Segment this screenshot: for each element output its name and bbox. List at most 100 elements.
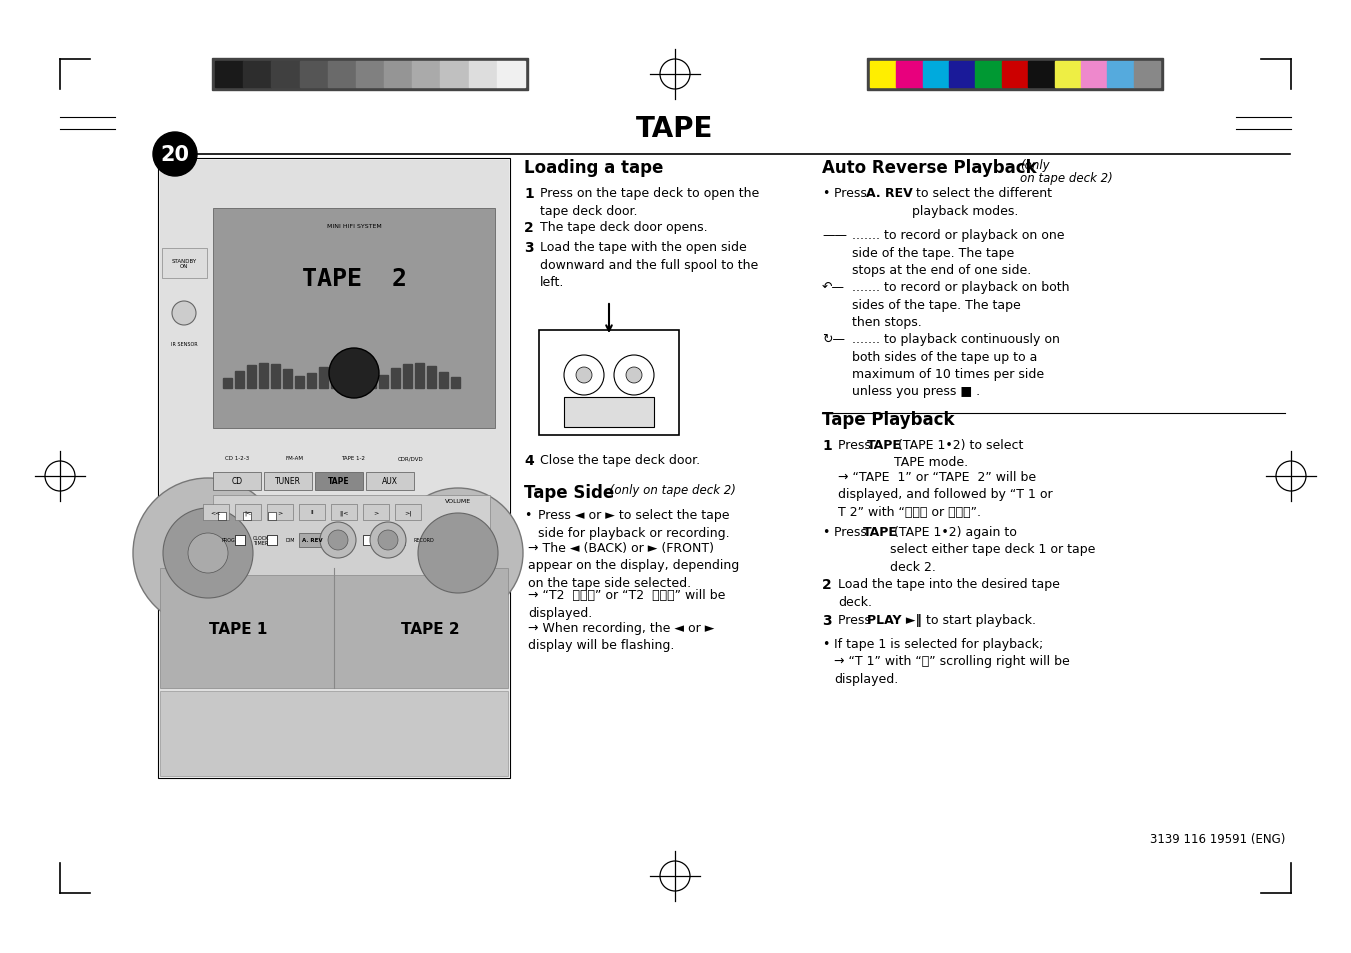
Text: TAPE: TAPE [863, 525, 898, 538]
Bar [366, 473, 413, 491]
Text: FM-AM: FM-AM [286, 456, 304, 461]
Text: ↻—: ↻— [821, 333, 844, 346]
Text: → The ◄ (BACK) or ► (FRONT)
appear on the display, depending
on the tape side se: → The ◄ (BACK) or ► (FRONT) appear on th… [528, 541, 739, 589]
Bar [1081, 62, 1108, 88]
Bar [263, 473, 312, 491]
Circle shape [613, 355, 654, 395]
Bar [218, 513, 226, 520]
Bar [427, 367, 436, 389]
Circle shape [188, 534, 228, 574]
Bar [497, 62, 526, 88]
Bar [1055, 62, 1081, 88]
Text: Tape Side: Tape Side [524, 483, 615, 501]
Text: IR SENSOR: IR SENSOR [170, 341, 197, 346]
Text: ——: —— [821, 229, 847, 242]
Circle shape [172, 302, 196, 326]
Text: PLAY ►‖: PLAY ►‖ [867, 614, 921, 626]
Bar [213, 496, 490, 576]
Bar [331, 534, 353, 547]
Bar [203, 504, 230, 520]
Text: TAPE 1: TAPE 1 [209, 620, 267, 636]
Bar [440, 62, 469, 88]
Text: 2: 2 [524, 221, 534, 234]
Bar [1002, 62, 1028, 88]
Bar [235, 372, 245, 389]
Text: STANDBY
ON: STANDBY ON [172, 258, 196, 269]
Text: <<: << [211, 510, 222, 515]
Text: MINI HIFI SYSTEM: MINI HIFI SYSTEM [327, 224, 381, 229]
Text: ....... to record or playback on both
sides of the tape. The tape
then stops.: ....... to record or playback on both si… [852, 281, 1070, 329]
Text: → When recording, the ◄ or ►
display will be flashing.: → When recording, the ◄ or ► display wil… [528, 621, 715, 652]
Bar [235, 504, 261, 520]
Text: Press: Press [834, 187, 871, 200]
Bar [213, 473, 261, 491]
Text: Press: Press [834, 525, 871, 538]
Bar [975, 62, 1002, 88]
Text: 1: 1 [524, 187, 534, 201]
Circle shape [330, 349, 380, 398]
Bar [355, 368, 363, 389]
Text: >: > [277, 510, 282, 515]
Bar [307, 374, 316, 389]
Circle shape [163, 509, 253, 598]
Circle shape [378, 531, 399, 551]
Bar [367, 375, 376, 389]
Text: (only: (only [1020, 159, 1050, 172]
Bar [331, 364, 340, 389]
Text: TAPE: TAPE [867, 438, 902, 452]
Circle shape [132, 478, 282, 628]
Circle shape [563, 355, 604, 395]
Text: ||<: ||< [339, 510, 349, 516]
Bar [315, 473, 363, 491]
Text: The tape deck door opens.: The tape deck door opens. [540, 221, 708, 233]
Bar [272, 365, 280, 389]
Bar [299, 504, 326, 520]
Text: PROG: PROG [222, 537, 235, 543]
Bar [159, 568, 508, 688]
Text: Press on the tape deck to open the
tape deck door.: Press on the tape deck to open the tape … [540, 187, 759, 217]
Text: •: • [524, 509, 531, 521]
Text: A. REV: A. REV [866, 187, 913, 200]
Text: •: • [821, 187, 830, 200]
Text: ....... to record or playback on one
side of the tape. The tape
stops at the end: ....... to record or playback on one sid… [852, 229, 1065, 276]
Bar [259, 364, 267, 389]
Bar [384, 62, 412, 88]
Bar [1133, 62, 1161, 88]
Text: AUX: AUX [382, 477, 399, 486]
Text: Load the tape with the open side
downward and the full spool to the
left.: Load the tape with the open side downwar… [540, 241, 758, 289]
Text: ↶—: ↶— [821, 281, 844, 294]
Bar [412, 62, 440, 88]
Text: (TAPE 1•2) again to
select either tape deck 1 or tape
deck 2.: (TAPE 1•2) again to select either tape d… [890, 525, 1096, 574]
Bar [343, 364, 353, 389]
Bar [870, 62, 896, 88]
Circle shape [320, 522, 357, 558]
Circle shape [370, 522, 407, 558]
Bar [394, 536, 405, 545]
Text: → “T2  〈〈〈” or “T2  〉〉〉” will be
displayed.: → “T2 〈〈〈” or “T2 〉〉〉” will be displayed… [528, 588, 725, 618]
Bar [267, 504, 293, 520]
Text: Press: Press [838, 438, 875, 452]
Text: |<: |< [245, 510, 251, 516]
Bar [390, 369, 400, 389]
Text: Load the tape into the desired tape
deck.: Load the tape into the desired tape deck… [838, 578, 1061, 608]
Text: TAPE: TAPE [636, 115, 713, 143]
Bar [213, 209, 494, 429]
Text: If tape 1 is selected for playback;
→ “T 1” with “〉” scrolling right will be
dis: If tape 1 is selected for playback; → “T… [834, 638, 1070, 685]
Text: TUNER: TUNER [276, 477, 301, 486]
Text: → “TAPE  1” or “TAPE  2” will be
displayed, and followed by “T 1 or
T 2” with “〈: → “TAPE 1” or “TAPE 2” will be displayed… [838, 471, 1052, 518]
Text: A. REV: A. REV [301, 537, 323, 543]
Text: 2: 2 [821, 578, 832, 592]
Bar [215, 62, 243, 88]
Bar [295, 376, 304, 389]
Bar [282, 370, 292, 389]
Text: DUB
ADJO: DUB ADJO [381, 535, 393, 546]
Text: 4: 4 [524, 454, 534, 468]
Text: 3: 3 [524, 241, 534, 254]
Text: •: • [821, 638, 830, 650]
Bar [415, 364, 424, 389]
Bar [243, 513, 251, 520]
Bar [923, 62, 950, 88]
Bar [363, 536, 373, 545]
Bar [223, 378, 232, 389]
Bar [158, 159, 509, 779]
